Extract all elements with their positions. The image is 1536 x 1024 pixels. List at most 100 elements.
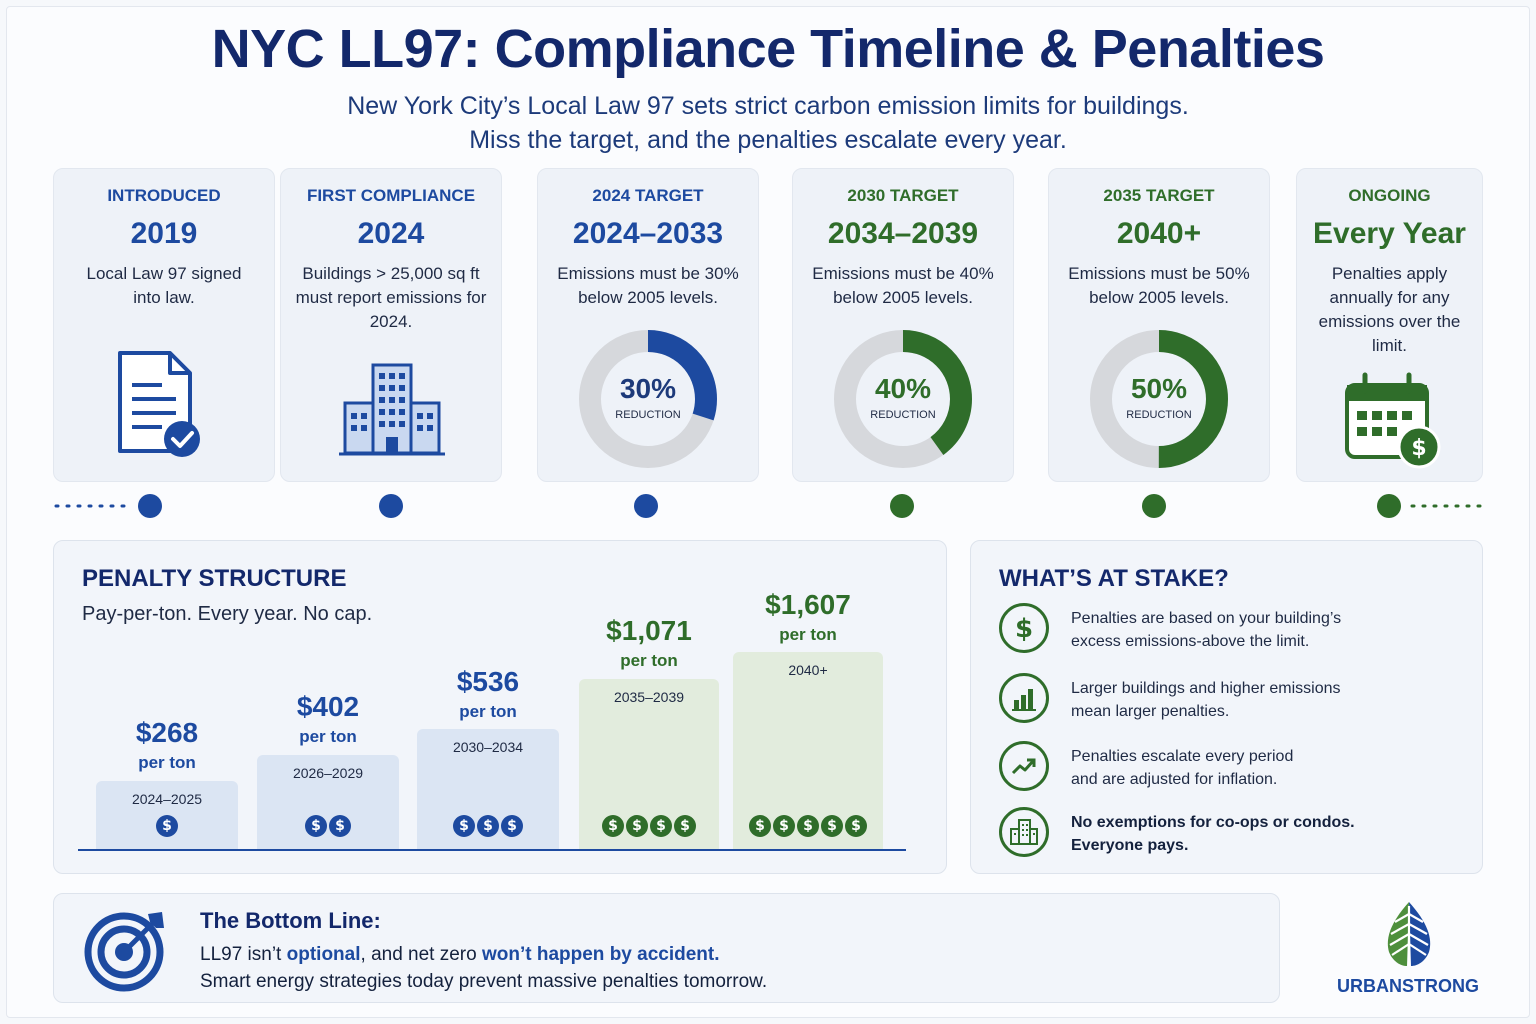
- stake-line-1: No exemptions for co-ops or condos.: [1071, 814, 1355, 831]
- bar-range: 2030–2034: [452, 739, 524, 755]
- reduction-donut: 30% REDUCTION: [578, 329, 718, 469]
- stake-line-2: and are adjusted for inflation.: [1071, 771, 1278, 788]
- penalty-price-1: $268 per ton: [96, 717, 238, 773]
- bottom-line-title: The Bottom Line:: [200, 908, 381, 933]
- card-year: 2034–2039: [827, 217, 979, 250]
- stake-line-2: excess emissions-above the limit.: [1071, 633, 1310, 650]
- price-unit: per ton: [138, 753, 196, 772]
- penalty-bar-2024-2025: 2024–2025 $: [96, 781, 238, 849]
- timeline-node-ongoing: [1377, 494, 1401, 518]
- card-ongoing: ONGOING Every Year Penalties apply annua…: [1296, 168, 1483, 482]
- penalty-subtitle: Pay-per-ton. Every year. No cap.: [82, 603, 373, 625]
- stake-text: Penalties are based on your building’s e…: [1071, 607, 1341, 653]
- donut-percent: 40%: [874, 373, 932, 404]
- dollar-coin-icon: $: [305, 815, 327, 837]
- building-icon: [339, 363, 445, 456]
- bar-chart-icon: [999, 673, 1049, 723]
- subtitle-line-2: Miss the target, and the penalties escal…: [469, 126, 1067, 154]
- buildings-icon: [999, 807, 1049, 857]
- dollar-coin-icon: $: [329, 815, 351, 837]
- stake-line-1: Penalties are based on your building’s: [1071, 610, 1342, 627]
- card-2024-target: 2024 TARGET 2024–2033 Emissions must be …: [537, 168, 759, 482]
- coin-row: $ $ $ $ $: [733, 815, 883, 837]
- price-amount: $402: [296, 691, 360, 722]
- price-unit: per ton: [620, 651, 678, 670]
- bar-range: 2026–2029: [292, 765, 364, 781]
- whats-at-stake-panel: WHAT’S AT STAKE? $ Penalties are based o…: [970, 540, 1483, 874]
- dollar-coin-icon: $: [477, 815, 499, 837]
- card-desc: Emissions must be 50% below 2005 levels.: [1068, 264, 1250, 307]
- timeline-node-2019: [138, 494, 162, 518]
- donut-label: REDUCTION: [1126, 409, 1192, 421]
- highlight-optional: optional: [286, 944, 361, 965]
- card-introduced: INTRODUCED 2019 Local Law 97 signed into…: [53, 168, 275, 482]
- penalty-bar-2026-2029: 2026–2029 $ $: [257, 755, 399, 849]
- donut-arc: [1090, 330, 1228, 468]
- subtitle-line-1: New York City’s Local Law 97 sets strict…: [347, 92, 1189, 120]
- donut-label: REDUCTION: [870, 409, 936, 421]
- card-kicker: 2035 TARGET: [1103, 186, 1215, 205]
- card-desc: Penalties apply annually for any emissio…: [1318, 264, 1461, 355]
- bar-range: 2035–2039: [613, 689, 685, 705]
- stake-title: WHAT’S AT STAKE?: [999, 565, 1229, 592]
- donut-percent: 30%: [619, 373, 677, 404]
- dollar-coin-icon: $: [650, 815, 672, 837]
- card-year: 2024: [357, 217, 425, 250]
- penalty-price-4: $1,071 per ton: [579, 615, 719, 671]
- donut-percent: 50%: [1130, 373, 1188, 404]
- donut-svg: [579, 330, 717, 468]
- penalty-bar-2030-2034: 2030–2034 $ $ $: [417, 729, 559, 849]
- card-desc: Emissions must be 30% below 2005 levels.: [557, 264, 739, 307]
- price-amount: $1,607: [765, 589, 851, 620]
- card-year: Every Year: [1313, 217, 1466, 250]
- donut-svg: [834, 330, 972, 468]
- price-unit: per ton: [299, 727, 357, 746]
- brand-name: URBANSTRONG: [1337, 976, 1479, 996]
- dollar-coin-icon: $: [845, 815, 867, 837]
- dollar-coin-icon: $: [501, 815, 523, 837]
- donut-arc: [579, 330, 717, 468]
- card-desc: Buildings > 25,000 sq ft must report emi…: [295, 264, 487, 331]
- svg-text:$: $: [1411, 436, 1426, 461]
- price-unit: per ton: [459, 702, 517, 721]
- text-segment: , and net zero: [360, 944, 482, 965]
- card-kicker: INTRODUCED: [107, 186, 221, 205]
- trend-up-icon: [999, 741, 1049, 791]
- penalty-price-2: $402 per ton: [257, 691, 399, 747]
- card-kicker: FIRST COMPLIANCE: [306, 186, 476, 205]
- dollar-coin-icon: $: [453, 815, 475, 837]
- bottom-line-text-1: LL97 isn’t optional, and net zero won’t …: [200, 944, 720, 966]
- price-unit: per ton: [779, 625, 837, 644]
- card-desc: Local Law 97 signed into law.: [86, 264, 242, 307]
- stake-line-2: Everyone pays.: [1071, 837, 1189, 854]
- penalty-price-3: $536 per ton: [417, 666, 559, 722]
- dollar-coin-icon: $: [674, 815, 696, 837]
- coin-row: $ $ $ $: [579, 815, 719, 837]
- stake-line-2: mean larger penalties.: [1071, 703, 1230, 720]
- dollar-coin-icon: $: [626, 815, 648, 837]
- penalty-title: PENALTY STRUCTURE: [82, 565, 347, 592]
- dollar-coin-icon: $: [602, 815, 624, 837]
- bottom-line-text-2: Smart energy strategies today prevent ma…: [200, 971, 768, 992]
- card-kicker: 2024 TARGET: [592, 186, 704, 205]
- penalty-bar-2040-plus: 2040+ $ $ $ $ $: [733, 652, 883, 849]
- target-icon: [84, 912, 164, 992]
- svg-text:$: $: [1015, 614, 1033, 642]
- stake-text: Penalties escalate every period and are …: [1071, 745, 1293, 791]
- penalty-price-5: $1,607 per ton: [733, 589, 883, 645]
- card-desc: Emissions must be 40% below 2005 levels.: [812, 264, 994, 307]
- bar-range: 2040+: [788, 662, 828, 678]
- card-kicker: 2030 TARGET: [847, 186, 959, 205]
- card-first-compliance: FIRST COMPLIANCE 2024 Buildings > 25,000…: [280, 168, 502, 482]
- dollar-coin-icon: $: [156, 815, 178, 837]
- card-year: 2024–2033: [572, 217, 724, 250]
- stake-item: No exemptions for co-ops or condos. Ever…: [999, 807, 1459, 863]
- coin-row: $: [96, 815, 238, 837]
- coin-row: $ $: [257, 815, 399, 837]
- stake-line-1: Penalties escalate every period: [1071, 748, 1294, 765]
- timeline-node-2024: [379, 494, 403, 518]
- dollar-coin-icon: $: [749, 815, 771, 837]
- stake-item: $ Penalties are based on your building’s…: [999, 603, 1459, 659]
- penalty-structure-panel: PENALTY STRUCTURE Pay-per-ton. Every yea…: [53, 540, 947, 874]
- price-amount: $1,071: [606, 615, 692, 646]
